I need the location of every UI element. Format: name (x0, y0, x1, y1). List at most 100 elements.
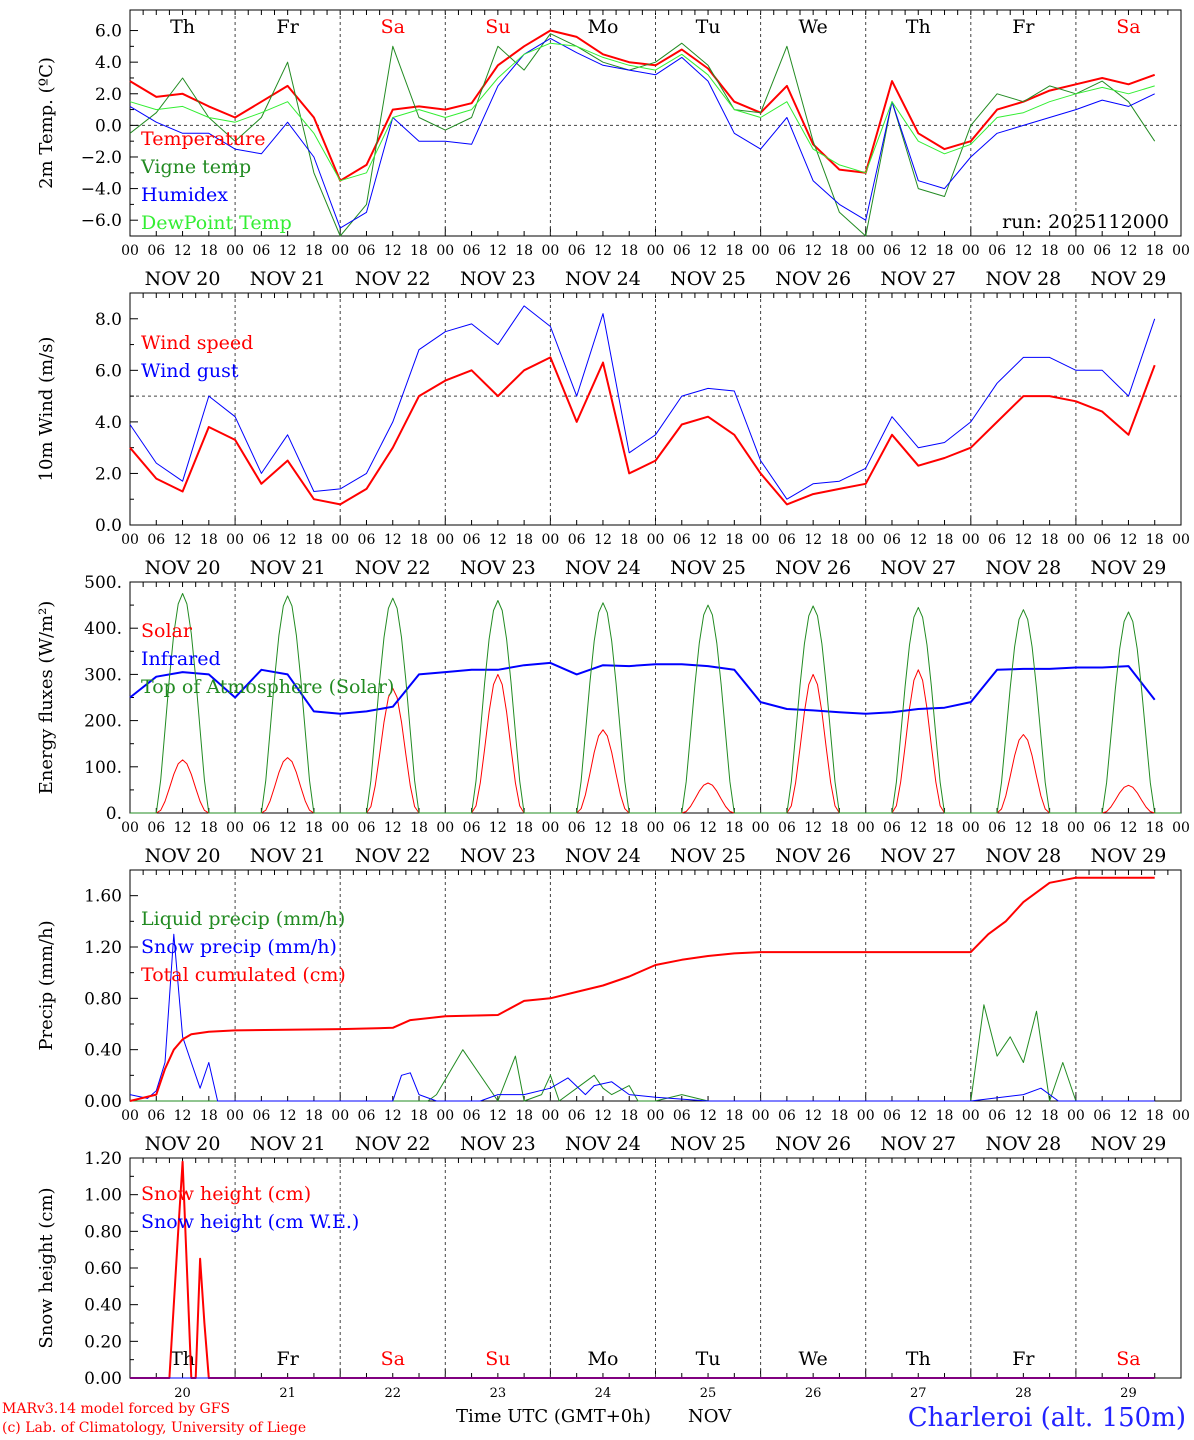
date-label: NOV 23 (460, 557, 536, 579)
hour-tick-label: 12 (174, 820, 192, 836)
y-tick-label: 6.0 (95, 361, 122, 381)
weekday-label: We (799, 16, 828, 38)
hour-tick-label: 18 (515, 243, 533, 259)
hour-tick-label: 12 (699, 820, 717, 836)
hour-tick-label: 18 (410, 1108, 428, 1124)
hour-tick-label: 18 (936, 532, 954, 548)
hour-tick-label: 00 (1172, 532, 1190, 548)
hour-tick-label: 18 (936, 243, 954, 259)
hour-tick-label: 18 (936, 820, 954, 836)
weekday-label: Fr (1012, 16, 1035, 38)
hour-tick-label: 00 (541, 1108, 559, 1124)
hour-tick-label: 00 (647, 243, 665, 259)
hour-tick-label: 18 (725, 243, 743, 259)
legend-entry: Top of Atmosphere (Solar) (141, 676, 394, 698)
hour-tick-label: 18 (305, 820, 323, 836)
y-tick-label: 4.0 (95, 53, 122, 73)
hour-tick-label: 18 (410, 243, 428, 259)
y-tick-label: 0.60 (84, 1259, 122, 1279)
hour-tick-label: 18 (1041, 532, 1059, 548)
y-tick-label: −6.0 (81, 211, 122, 231)
y-tick-label: 8.0 (95, 310, 122, 330)
weekday-label: Mo (587, 16, 618, 38)
hour-tick-label: 06 (883, 243, 901, 259)
hour-tick-label: 18 (305, 1108, 323, 1124)
y-tick-label: 0.40 (84, 1296, 122, 1316)
hour-tick-label: 00 (331, 243, 349, 259)
hour-tick-label: 12 (384, 1108, 402, 1124)
hour-tick-label: 00 (331, 532, 349, 548)
hour-tick-label: 18 (831, 243, 849, 259)
hour-tick-label: 12 (909, 532, 927, 548)
legend-entry: DewPoint Temp (141, 212, 292, 234)
y-tick-label: 0.0 (95, 516, 122, 536)
hour-tick-label: 06 (778, 1108, 796, 1124)
hour-tick-label: 06 (778, 532, 796, 548)
hour-tick-label: 12 (489, 1108, 507, 1124)
y-tick-label: −2.0 (81, 148, 122, 168)
hour-tick-label: 18 (1146, 243, 1164, 259)
hour-tick-label: 00 (1067, 532, 1085, 548)
date-label: NOV 25 (670, 845, 746, 867)
hour-tick-label: 12 (489, 820, 507, 836)
hour-tick-label: 06 (673, 532, 691, 548)
y-axis-label: 2m Temp. (ºC) (36, 57, 57, 189)
hour-tick-label: 18 (1146, 1108, 1164, 1124)
hour-tick-label: 12 (489, 243, 507, 259)
hour-tick-label: 12 (489, 532, 507, 548)
hour-tick-label: 06 (883, 532, 901, 548)
series-humidex (129, 37, 1155, 229)
hour-tick-label: 12 (174, 243, 192, 259)
time-axis-month: NOV (688, 1406, 732, 1427)
hour-tick-label: 18 (831, 1108, 849, 1124)
date-label: NOV 27 (880, 268, 956, 290)
date-label: NOV 21 (250, 845, 326, 867)
hour-tick-label: 06 (988, 1108, 1006, 1124)
weekday-label: Sa (1116, 1348, 1140, 1370)
y-tick-label: 100. (84, 758, 122, 778)
date-label: NOV 27 (880, 557, 956, 579)
hour-tick-label: 00 (752, 243, 770, 259)
legend-entry: Wind gust (141, 360, 239, 382)
hour-tick-label: 12 (699, 532, 717, 548)
hour-tick-label: 00 (1172, 243, 1190, 259)
hour-tick-label: 06 (778, 243, 796, 259)
hour-tick-label: 06 (358, 820, 376, 836)
hour-tick-label: 18 (936, 1108, 954, 1124)
hour-tick-label: 00 (331, 1108, 349, 1124)
weekday-label: Su (485, 1348, 510, 1370)
y-axis-label: 10m Wind (m/s) (36, 337, 57, 482)
hour-tick-label: 12 (384, 532, 402, 548)
hour-tick-label: 06 (463, 820, 481, 836)
date-label: NOV 29 (1091, 845, 1167, 867)
hour-tick-label: 18 (1041, 243, 1059, 259)
y-tick-label: 200. (84, 712, 122, 732)
y-tick-label: 300. (84, 665, 122, 685)
date-label: NOV 22 (355, 845, 431, 867)
date-label: NOV 20 (145, 1133, 221, 1155)
hour-tick-label: 00 (962, 820, 980, 836)
weekday-label: Sa (381, 16, 405, 38)
date-label: NOV 27 (880, 1133, 956, 1155)
hour-tick-label: 18 (200, 820, 218, 836)
weekday-label: Sa (381, 1348, 405, 1370)
hour-tick-label: 00 (541, 243, 559, 259)
hour-tick-label: 00 (1172, 820, 1190, 836)
hour-tick-label: 06 (673, 820, 691, 836)
hour-tick-label: 00 (226, 1108, 244, 1124)
weekday-label: Th (170, 16, 195, 38)
hour-tick-label: 18 (725, 1108, 743, 1124)
hour-tick-label: 12 (909, 243, 927, 259)
hour-tick-label: 00 (331, 820, 349, 836)
legend-entry: Vigne temp (140, 156, 251, 178)
date-label: NOV 23 (460, 845, 536, 867)
hour-tick-label: 06 (778, 820, 796, 836)
hour-tick-label: 06 (252, 243, 270, 259)
hour-tick-label: 18 (620, 820, 638, 836)
hour-tick-label: 06 (147, 1108, 165, 1124)
hour-tick-label: 12 (1120, 1108, 1138, 1124)
time-axis-title: Time UTC (GMT+0h) (456, 1406, 651, 1427)
y-tick-label: 0.0 (95, 116, 122, 136)
hour-tick-label: 06 (358, 243, 376, 259)
hour-tick-label: 00 (962, 532, 980, 548)
